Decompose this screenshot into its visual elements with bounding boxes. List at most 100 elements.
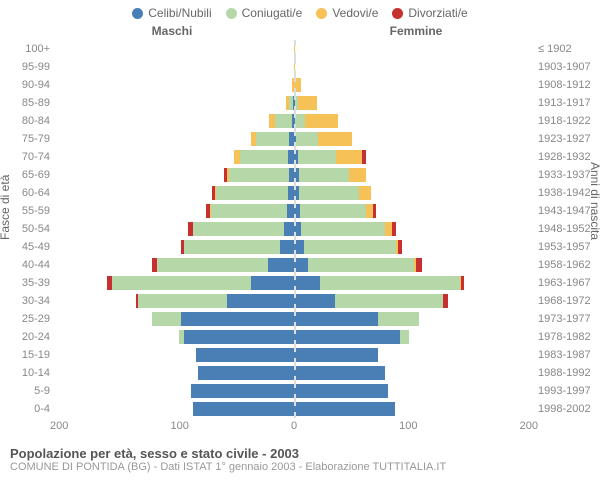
segment [284,222,294,236]
segment [294,294,335,308]
legend-label: Coniugati/e [242,6,303,20]
segment [268,258,294,272]
female-bar [294,40,534,58]
segment [294,312,378,326]
male-bar [54,166,294,184]
year-label: 1918-1922 [534,115,600,127]
legend-swatch [132,8,143,19]
segment [362,150,366,164]
bar-group [54,202,534,220]
male-bar [54,76,294,94]
legend-swatch [226,8,237,19]
segment [385,222,392,236]
age-row: 25-29 1973-1977 [0,310,600,328]
age-label: 30-34 [0,295,54,307]
age-row: 60-641938-1942 [0,184,600,202]
segment [336,150,362,164]
segment [275,114,292,128]
legend-label: Divorziati/e [408,6,467,20]
male-bar [54,292,294,310]
female-bar [294,310,534,328]
year-label: 1978-1982 [534,331,600,343]
segment [400,330,410,344]
segment [294,348,378,362]
legend-item: Coniugati/e [226,6,303,20]
age-label: 35-39 [0,277,54,289]
age-row: 100+≤ 1902 [0,40,600,58]
male-bar [54,220,294,238]
segment [229,168,289,182]
male-bar [54,400,294,418]
year-label: 1973-1977 [534,313,600,325]
segment [112,276,251,290]
female-bar [294,274,534,292]
female-bar [294,400,534,418]
segment [416,258,422,272]
segment [299,186,359,200]
segment [193,222,284,236]
age-row: 10-141988-1992 [0,364,600,382]
age-row: 85-891913-1917 [0,94,600,112]
female-bar [294,238,534,256]
bar-group [54,238,534,256]
year-label: 1998-2002 [534,403,600,415]
male-bar [54,310,294,328]
age-row: 75-791923-1927 [0,130,600,148]
segment [378,312,419,326]
legend-swatch [316,8,327,19]
legend-label: Vedovi/e [332,6,378,20]
age-label: 20-24 [0,331,54,343]
age-label: 90-94 [0,79,54,91]
bar-group [54,256,534,274]
segment [251,276,294,290]
segment [320,276,459,290]
chart-title: Popolazione per età, sesso e stato civil… [10,446,590,461]
segment [304,240,396,254]
segment [392,222,396,236]
legend-item: Celibi/Nubili [132,6,211,20]
bar-group [54,364,534,382]
female-bar [294,328,534,346]
year-label: 1968-1972 [534,295,600,307]
legend-item: Vedovi/e [316,6,378,20]
segment [398,240,402,254]
segment [298,150,336,164]
bar-group [54,76,534,94]
year-label: 1988-1992 [534,367,600,379]
year-label: 1983-1987 [534,349,600,361]
segment [296,132,318,146]
male-bar [54,112,294,130]
bar-group [54,220,534,238]
segment [443,294,448,308]
segment [318,132,352,146]
age-row: 5-91993-1997 [0,382,600,400]
age-row: 40-441958-1962 [0,256,600,274]
age-row: 70-741928-1932 [0,148,600,166]
segment [191,384,294,398]
x-tick: 100 [399,420,417,432]
segment [461,276,465,290]
segment [227,294,294,308]
male-bar [54,346,294,364]
age-label: 75-79 [0,133,54,145]
segment [287,204,294,218]
year-label: 1953-1957 [534,241,600,253]
pyramid-chart: Fasce di età Anni di nascita 100+≤ 19029… [0,40,600,440]
age-row: 35-391963-1967 [0,274,600,292]
age-label: 95-99 [0,61,54,73]
bar-group [54,346,534,364]
age-row: 15-191983-1987 [0,346,600,364]
age-label: 70-74 [0,151,54,163]
segment [211,204,287,218]
segment [138,294,227,308]
segment [349,168,366,182]
chart-subtitle: COMUNE DI PONTIDA (BG) - Dati ISTAT 1° g… [10,461,590,473]
female-bar [294,184,534,202]
age-label: 25-29 [0,313,54,325]
segment [299,168,349,182]
legend-swatch [392,8,403,19]
x-tick: 200 [520,420,538,432]
segment [335,294,443,308]
age-row: 80-841918-1922 [0,112,600,130]
age-row: 55-591943-1947 [0,202,600,220]
